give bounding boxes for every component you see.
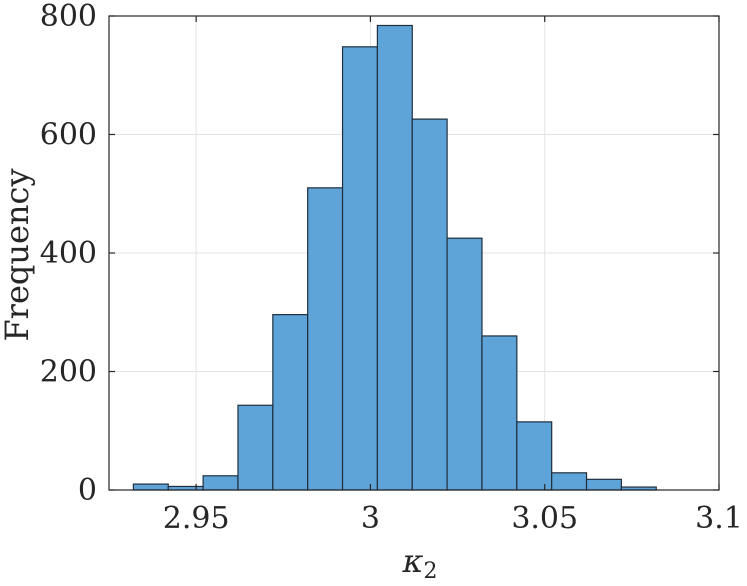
histogram-bar [551,472,588,491]
y-tick-label: 200 [40,355,97,390]
x-axis-label-subscript: 2 [423,559,437,584]
tick-labels-layer: 2.95 3 3.05 3.1 0 200 400 600 800 [40,0,743,536]
histogram-bar [237,404,274,491]
histogram-bar [272,314,309,491]
histogram-bar [481,335,518,491]
histogram-bar [446,237,483,491]
histogram-bar [516,421,553,491]
y-tick-label: 400 [40,236,97,271]
x-tick-label: 3.1 [695,501,743,536]
x-axis-label: κ2 [402,542,438,584]
histogram-bar [585,478,622,491]
histogram-bar [341,46,378,491]
x-axis-label-symbol: κ [402,542,424,580]
histogram-bar [132,483,169,491]
y-tick-label: 800 [40,0,97,34]
axes-layer [108,15,720,491]
histogram-bar [411,118,448,491]
histogram-bar [307,187,344,491]
y-tick-label: 0 [78,473,97,508]
histogram-bar [376,24,413,491]
histogram-bar [202,475,239,491]
x-tick-label: 2.95 [163,501,230,536]
x-tick-label: 3.05 [511,501,578,536]
bars-layer [132,24,657,491]
y-tick-label: 600 [40,118,97,153]
x-tick-label: 3 [361,501,380,536]
y-axis-label: Frequency [0,168,36,341]
